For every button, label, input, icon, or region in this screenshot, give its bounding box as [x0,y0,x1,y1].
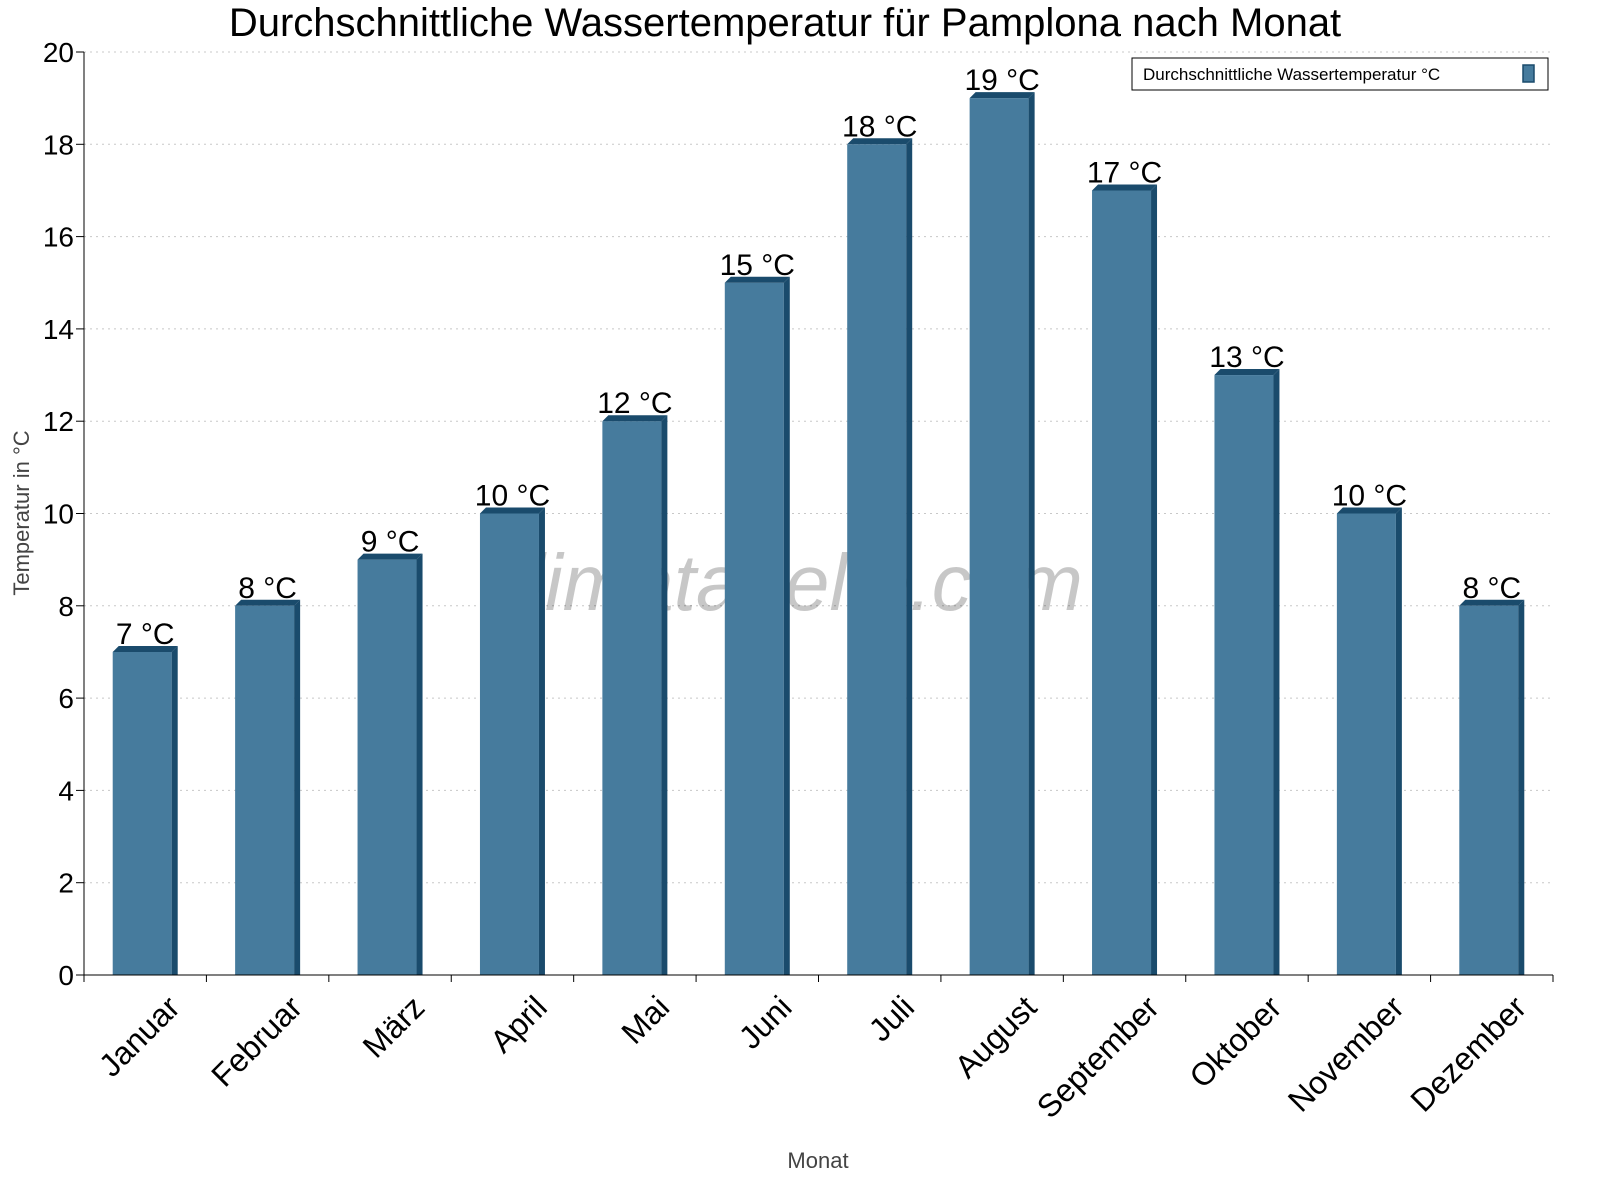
bar [1336,513,1396,975]
x-tick-label: März [356,989,432,1065]
x-tick-label: Dezember [1403,989,1533,1119]
x-tick-label: September [1030,989,1166,1125]
x-tick-label: Juli [862,989,921,1048]
data-label: 12 °C [597,387,672,420]
bar-side [906,138,913,976]
bar-top [969,92,1035,99]
x-tick-label: August [948,989,1044,1085]
x-tick-label: Februar [204,989,309,1094]
x-tick-label: Oktober [1182,989,1288,1095]
y-tick-label: 20 [43,37,74,68]
y-tick-label: 16 [43,222,74,253]
bar [969,98,1029,975]
x-tick-label: Mai [614,989,676,1051]
y-tick-label: 14 [43,314,74,345]
x-axis-label: Monat [787,1148,848,1173]
y-tick-label: 0 [58,960,74,991]
bar [847,144,907,976]
bar-side [1518,599,1525,975]
data-label: 10 °C [475,480,550,513]
bar-top [1459,599,1525,606]
bar [357,559,417,975]
y-tick-label: 8 [58,591,74,622]
bar [1459,605,1519,975]
bar [724,282,784,975]
legend: Durchschnittliche Wassertemperatur °C [1131,57,1549,91]
y-tick-label: 12 [43,406,74,437]
bar-side [294,599,301,975]
bar-top [1336,507,1402,514]
chart-title: Durchschnittliche Wassertemperatur für P… [229,1,1341,45]
data-label: 17 °C [1087,156,1162,189]
bar [112,651,172,975]
bar [235,605,295,975]
y-tick-label: 6 [58,683,74,714]
bar [1214,375,1274,975]
bars [112,92,1525,976]
data-label: 13 °C [1209,341,1284,374]
bar-top [479,507,545,514]
x-tick-label: November [1281,989,1411,1119]
bar-side [1273,369,1280,975]
grid-lines [84,51,1553,884]
bar-side [1028,92,1035,975]
x-tick-label: Juni [732,989,799,1056]
legend-swatch [1522,64,1535,83]
x-tick-label: April [483,989,554,1060]
y-tick-label: 2 [58,868,74,899]
data-label: 9 °C [361,526,420,559]
data-labels: 7 °C 8 °C 9 °C 10 °C 12 °C 15 °C 18 °C 19 °C 17 … [116,64,1521,651]
bar-side [1151,184,1158,975]
bar-top [1214,369,1280,376]
bar-top [602,415,668,422]
data-label: 15 °C [720,249,795,282]
data-label: 19 °C [964,64,1039,97]
data-label: 18 °C [842,110,917,143]
bar-top [112,645,178,652]
bar-side [416,553,423,975]
data-label: 8 °C [1462,572,1521,605]
bar-side [661,415,668,975]
bar-top [847,138,913,145]
bar-top [235,599,301,606]
bar [602,421,662,975]
bar-side [783,276,790,975]
y-tick-label: 10 [43,499,74,530]
bar [1092,190,1152,975]
bar-side [538,507,545,975]
bar-top [357,553,423,560]
data-label: 10 °C [1332,480,1407,513]
bar-side [171,645,178,975]
y-tick-label: 18 [43,129,74,160]
legend-label: Durchschnittliche Wassertemperatur °C [1143,65,1440,84]
bar-side [1395,507,1402,975]
bar-top [1092,184,1158,191]
data-label: 7 °C [116,618,175,651]
bar-top [724,276,790,283]
data-label: 8 °C [238,572,297,605]
bar [479,513,539,975]
y-axis-label: Temperatur in °C [9,430,34,595]
x-tick-label: Januar [92,989,187,1084]
y-tick-label: 4 [58,775,74,806]
